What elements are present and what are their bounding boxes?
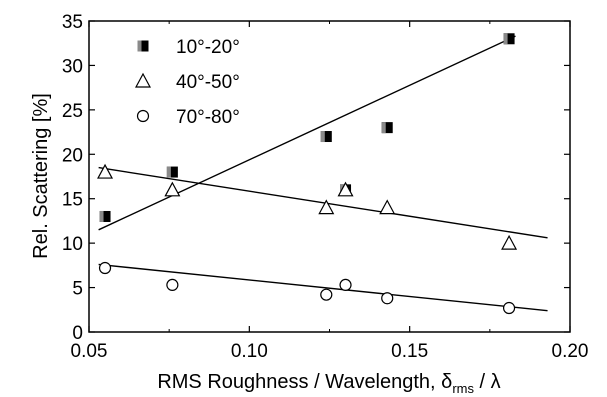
- x-tick-label: 0.05: [71, 341, 108, 362]
- circle-marker-point: [339, 278, 352, 292]
- legend-label: 70°-80°: [176, 107, 240, 128]
- triangle-marker-point: [379, 199, 396, 215]
- y-tick-label: 30: [62, 56, 83, 77]
- fit-line: [98, 166, 548, 239]
- y-axis-label: Rel. Scattering [%]: [30, 93, 52, 259]
- triangle-marker-point: [164, 181, 181, 197]
- circle-marker-point: [320, 288, 333, 301]
- square-marker-legend: [137, 40, 149, 52]
- square-marker-point: [99, 210, 111, 222]
- x-axis-label-sub: rms: [452, 381, 474, 396]
- legend: 10°-20° 40°-50° 70°-80°: [134, 37, 240, 128]
- square-marker-point: [320, 131, 332, 143]
- circle-marker-legend: [136, 109, 150, 123]
- circle-marker-point: [381, 292, 394, 305]
- legend-label: 40°-50°: [176, 72, 240, 93]
- circle-marker-point: [98, 261, 112, 275]
- data-points: [97, 33, 518, 315]
- y-tick-label: 20: [62, 145, 83, 166]
- y-tick-label: 35: [62, 12, 83, 33]
- circle-marker-point: [166, 278, 179, 292]
- fit-lines: [98, 35, 548, 312]
- x-tick-label: 0.10: [231, 341, 268, 362]
- circle-marker-point: [502, 301, 516, 315]
- square-marker-point: [381, 122, 393, 134]
- x-tick-label: 0.15: [391, 341, 428, 362]
- x-axis-label-main: RMS Roughness / Wavelength,: [157, 371, 441, 393]
- fit-line: [98, 35, 516, 231]
- y-tick-label: 5: [72, 279, 83, 300]
- fit-line: [98, 263, 548, 312]
- triangle-marker-point: [337, 181, 354, 197]
- x-axis-label: RMS Roughness / Wavelength, δrms / λ: [157, 371, 500, 396]
- square-marker-shade-point: [166, 166, 171, 178]
- x-tick-label: 0.20: [552, 341, 589, 362]
- triangle-marker-point: [501, 234, 518, 250]
- square-marker-shade-point: [381, 122, 386, 134]
- square-marker-shade-point: [503, 33, 508, 45]
- y-tick-label: 0: [72, 323, 83, 344]
- y-tick-label: 15: [62, 190, 83, 211]
- square-marker-shade-legend: [137, 40, 142, 52]
- triangle-marker-legend: [134, 72, 152, 88]
- plot-frame: [88, 20, 571, 333]
- axis-ticks: 0.05 0.10 0.15 0.20 0 5 10 15 20 25 30 35: [62, 12, 589, 362]
- legend-label: 10°-20°: [176, 37, 240, 58]
- x-axis-label-tail: / λ: [474, 371, 501, 393]
- square-marker-point: [166, 166, 178, 178]
- y-tick-label: 25: [62, 101, 83, 122]
- square-marker-point: [503, 33, 515, 45]
- square-marker-shade-point: [320, 131, 325, 143]
- x-axis-label-delta: δ: [441, 371, 452, 393]
- triangle-marker-point: [97, 163, 114, 179]
- square-marker-shade-point: [99, 210, 104, 222]
- triangle-marker-point: [318, 199, 335, 215]
- y-tick-label: 10: [62, 234, 83, 255]
